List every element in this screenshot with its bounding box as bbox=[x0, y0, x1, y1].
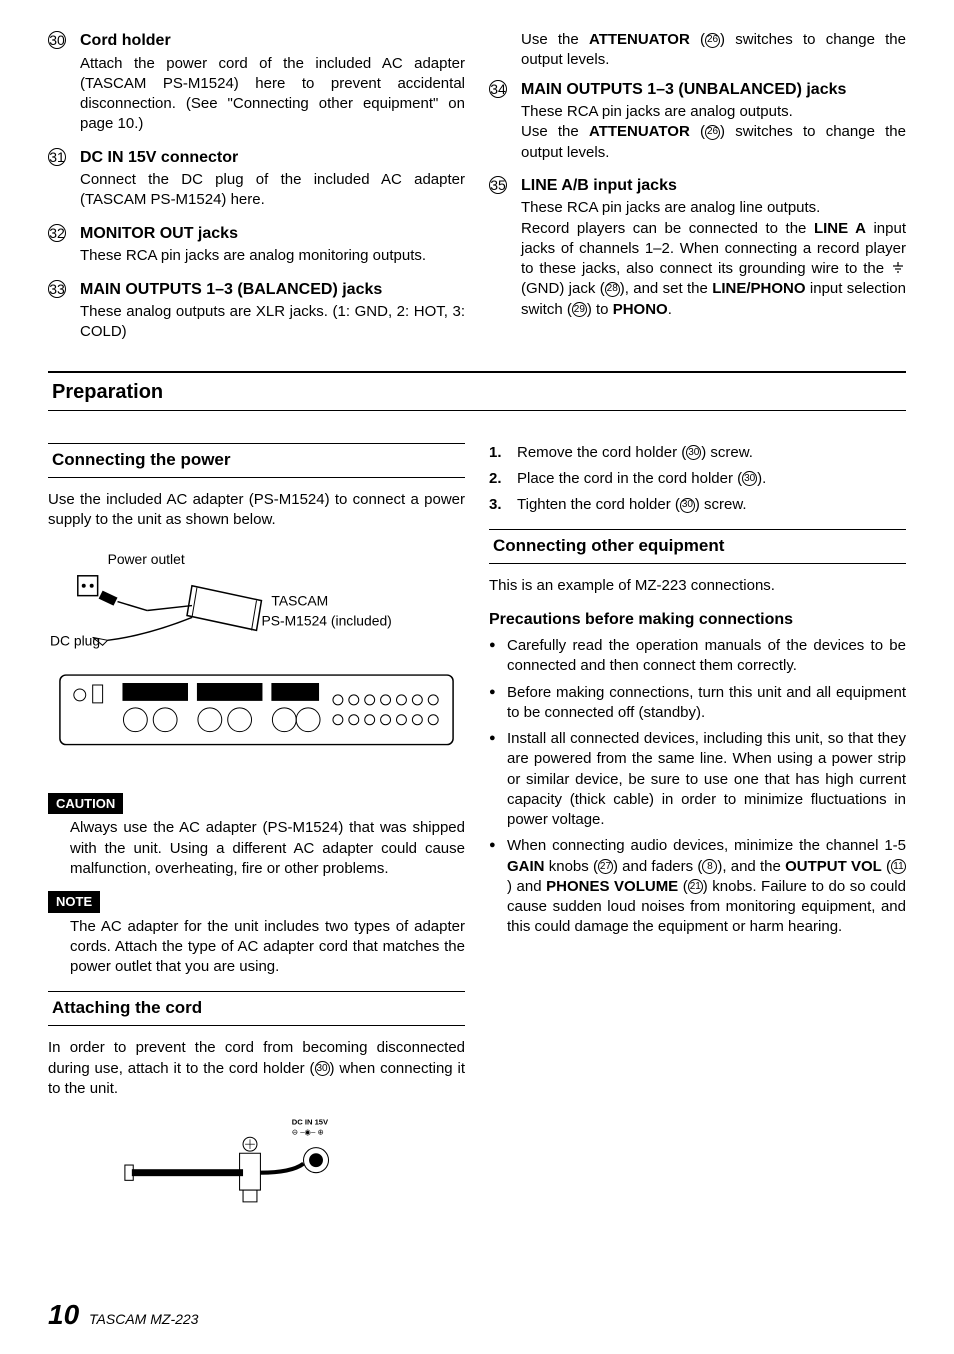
attenuator-line-34: Use the ATTENUATOR (26) switches to chan… bbox=[521, 122, 906, 163]
item-title: LINE A/B input jacks bbox=[521, 175, 906, 197]
item-num: 34 bbox=[489, 80, 507, 98]
item-31: 31 DC IN 15V connector Connect the DC pl… bbox=[48, 147, 465, 211]
list-item: Install all connected devices, including… bbox=[489, 729, 906, 830]
footer-model: TASCAM MZ-223 bbox=[89, 1311, 198, 1327]
label-dcin: DC IN 15V bbox=[291, 1118, 328, 1127]
item-desc: These analog outputs are XLR jacks. (1: … bbox=[80, 302, 465, 343]
svg-text:⊖ –◉– ⊕: ⊖ –◉– ⊕ bbox=[291, 1127, 323, 1136]
item-title: MAIN OUTPUTS 1–3 (UNBALANCED) jacks bbox=[521, 79, 906, 101]
note-text: The AC adapter for the unit includes two… bbox=[48, 917, 465, 978]
item-desc: Connect the DC plug of the included AC a… bbox=[80, 170, 465, 211]
page-footer: 10 TASCAM MZ-223 bbox=[48, 1296, 198, 1334]
top-columns: 30 Cord holder Attach the power cord of … bbox=[48, 30, 906, 355]
preparation-header: Preparation bbox=[48, 371, 906, 411]
step-text: Tighten the cord holder (30) screw. bbox=[517, 495, 747, 515]
item-33: 33 MAIN OUTPUTS 1–3 (BALANCED) jacks The… bbox=[48, 279, 465, 343]
top-left-col: 30 Cord holder Attach the power cord of … bbox=[48, 30, 465, 355]
step-2: 2. Place the cord in the cord holder (30… bbox=[489, 469, 906, 489]
lower-left-col: Connecting the power Use the included AC… bbox=[48, 429, 465, 1229]
label-dc-plug: DC plug bbox=[50, 632, 100, 648]
item-desc: These RCA pin jacks are analog monitorin… bbox=[80, 246, 465, 266]
connecting-other-header: Connecting other equipment bbox=[489, 529, 906, 564]
item-desc: These RCA pin jacks are analog outputs. bbox=[521, 102, 906, 122]
item-34: 34 MAIN OUTPUTS 1–3 (UNBALANCED) jacks T… bbox=[489, 79, 906, 163]
cord-diagram: DC IN 15V ⊖ –◉– ⊕ bbox=[111, 1115, 403, 1212]
item-desc: Attach the power cord of the included AC… bbox=[80, 54, 465, 135]
list-item: When connecting audio devices, minimize … bbox=[489, 836, 906, 937]
list-item: Carefully read the operation manuals of … bbox=[489, 636, 906, 677]
step-num: 1. bbox=[489, 443, 507, 463]
connecting-other-intro: This is an example of MZ-223 connections… bbox=[489, 576, 906, 596]
item-num: 31 bbox=[48, 148, 66, 166]
step-num: 2. bbox=[489, 469, 507, 489]
item-num: 32 bbox=[48, 224, 66, 242]
caution-text: Always use the AC adapter (PS-M1524) tha… bbox=[48, 818, 465, 879]
step-text: Remove the cord holder (30) screw. bbox=[517, 443, 753, 463]
attaching-cord-intro: In order to prevent the cord from becomi… bbox=[48, 1038, 465, 1099]
label-tascam: TASCAM bbox=[271, 593, 328, 609]
item-title: MAIN OUTPUTS 1–3 (BALANCED) jacks bbox=[80, 279, 465, 301]
step-3: 3. Tighten the cord holder (30) screw. bbox=[489, 495, 906, 515]
item-num: 35 bbox=[489, 176, 507, 194]
list-item: Before making connections, turn this uni… bbox=[489, 683, 906, 724]
item-32: 32 MONITOR OUT jacks These RCA pin jacks… bbox=[48, 223, 465, 267]
ground-icon bbox=[892, 262, 904, 276]
lower-columns: Connecting the power Use the included AC… bbox=[48, 429, 906, 1229]
power-diagram: Power outlet DC plug TASCAM PS-M1524 (in… bbox=[48, 546, 465, 764]
item-30: 30 Cord holder Attach the power cord of … bbox=[48, 30, 465, 135]
item-title: MONITOR OUT jacks bbox=[80, 223, 465, 245]
item-title: DC IN 15V connector bbox=[80, 147, 465, 169]
page-number: 10 bbox=[48, 1299, 79, 1330]
line-record-desc: Record players can be connected to the L… bbox=[521, 219, 906, 320]
step-num: 3. bbox=[489, 495, 507, 515]
item-desc: These RCA pin jacks are analog line outp… bbox=[521, 198, 906, 218]
note-badge: NOTE bbox=[48, 891, 100, 913]
item-num: 30 bbox=[48, 31, 66, 49]
step-text: Place the cord in the cord holder (30). bbox=[517, 469, 766, 489]
label-psmodel: PS-M1524 (included) bbox=[261, 612, 391, 628]
caution-badge: CAUTION bbox=[48, 793, 123, 815]
item-35: 35 LINE A/B input jacks These RCA pin ja… bbox=[489, 175, 906, 320]
item-num: 33 bbox=[48, 280, 66, 298]
precautions-header: Precautions before making connections bbox=[489, 609, 906, 631]
attenuator-line-33: Use the ATTENUATOR (26) switches to chan… bbox=[489, 30, 906, 71]
connecting-power-intro: Use the included AC adapter (PS-M1524) t… bbox=[48, 490, 465, 531]
connecting-power-header: Connecting the power bbox=[48, 443, 465, 478]
step-1: 1. Remove the cord holder (30) screw. bbox=[489, 443, 906, 463]
attaching-cord-header: Attaching the cord bbox=[48, 991, 465, 1026]
label-power-outlet: Power outlet bbox=[108, 551, 185, 567]
item-title: Cord holder bbox=[80, 30, 465, 52]
top-right-col: Use the ATTENUATOR (26) switches to chan… bbox=[489, 30, 906, 355]
precautions-list: Carefully read the operation manuals of … bbox=[489, 636, 906, 938]
lower-right-col: 1. Remove the cord holder (30) screw. 2.… bbox=[489, 429, 906, 1229]
